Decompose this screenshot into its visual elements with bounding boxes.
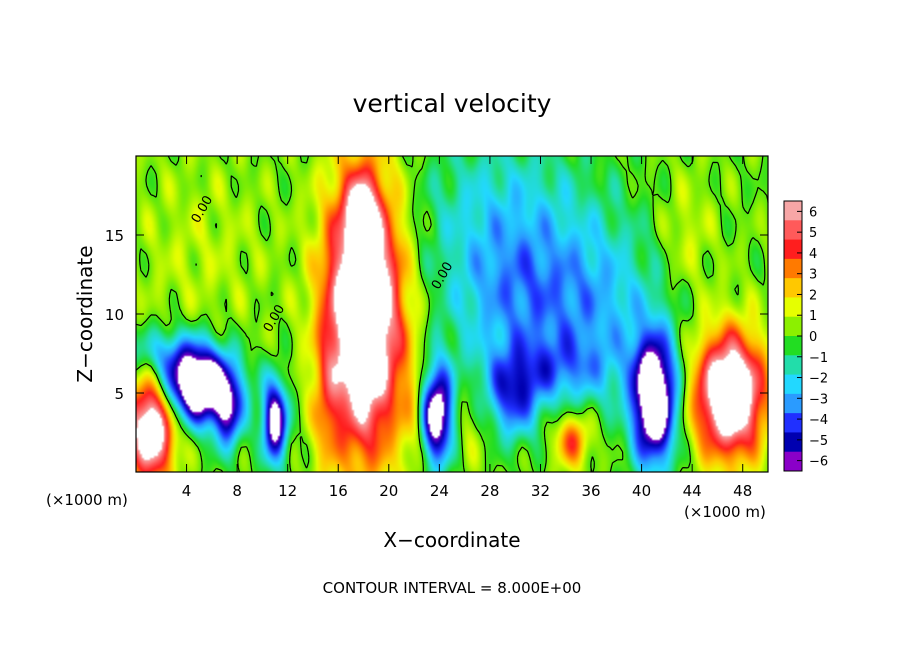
x-unit-left: (×1000 m) xyxy=(46,491,128,509)
colorbar-swatch xyxy=(784,393,802,414)
colorbar-tick-label: −4 xyxy=(809,413,828,428)
x-tick-label: 40 xyxy=(632,482,651,500)
colorbar-tick-label: −1 xyxy=(809,351,828,366)
chart-title: vertical velocity xyxy=(353,89,552,118)
x-tick-label: 24 xyxy=(430,482,449,500)
heatmap-field xyxy=(136,156,768,472)
colorbar-swatch xyxy=(784,355,802,376)
colorbar-tick-label: 6 xyxy=(809,205,817,220)
colorbar: 6 5 4 3 2 1 0 −1 −2 −3 −4 −5 −6 xyxy=(783,200,828,472)
colorbar-tick-label: 2 xyxy=(809,288,817,303)
x-tick-label: 8 xyxy=(232,482,242,500)
zero-contour-path xyxy=(135,155,769,473)
zero-contour-lines xyxy=(135,155,769,473)
colorbar-swatch xyxy=(784,239,802,260)
colorbar-swatch xyxy=(784,451,802,472)
colorbar-swatch xyxy=(784,258,802,279)
contour-interval-note: CONTOUR INTERVAL = 8.000E+00 xyxy=(323,579,582,597)
x-tick-label: 36 xyxy=(581,482,600,500)
x-tick-label: 16 xyxy=(329,482,348,500)
colorbar-swatch xyxy=(784,278,802,298)
y-tick-label: 15 xyxy=(105,227,124,245)
colorbar-tick-label: −6 xyxy=(809,455,828,470)
colorbar-tick-label: −3 xyxy=(809,392,828,407)
x-unit-right: (×1000 m) xyxy=(684,503,766,521)
colorbar-tick-label: 3 xyxy=(809,268,817,283)
y-axis-label: Z−coordinate xyxy=(73,245,97,382)
colorbar-tick-label: 1 xyxy=(809,309,817,324)
colorbar-swatch xyxy=(784,432,802,453)
y-axis-ticks: 5 10 15 xyxy=(105,227,768,403)
colorbar-tick-label: −2 xyxy=(809,372,828,387)
colorbar-tick-label: 0 xyxy=(809,330,817,345)
plot-area: 0.000.000.00 xyxy=(135,155,769,473)
colorbar-swatch xyxy=(784,201,802,221)
colorbar-tick-label: 4 xyxy=(809,247,817,262)
colorbar-swatch xyxy=(784,297,802,318)
colorbar-tick-label: −5 xyxy=(809,434,828,449)
y-tick-label: 5 xyxy=(114,385,124,403)
colorbar-swatch xyxy=(784,374,802,395)
colorbar-swatch xyxy=(784,413,802,433)
x-axis-label: X−coordinate xyxy=(383,528,520,552)
colorbar-swatch xyxy=(784,316,802,337)
x-tick-label: 48 xyxy=(733,482,752,500)
x-tick-label: 44 xyxy=(683,482,702,500)
x-axis-ticks: 4 8 12 16 20 24 28 32 36 40 44 48 xyxy=(182,156,752,500)
x-tick-label: 32 xyxy=(531,482,550,500)
x-tick-label: 4 xyxy=(182,482,192,500)
x-tick-label: 20 xyxy=(379,482,398,500)
colorbar-swatch xyxy=(784,220,802,241)
colorbar-tick-label: 5 xyxy=(809,226,817,241)
x-tick-label: 28 xyxy=(480,482,499,500)
x-tick-label: 12 xyxy=(278,482,297,500)
colorbar-swatch xyxy=(784,336,802,356)
y-tick-label: 10 xyxy=(105,306,124,324)
